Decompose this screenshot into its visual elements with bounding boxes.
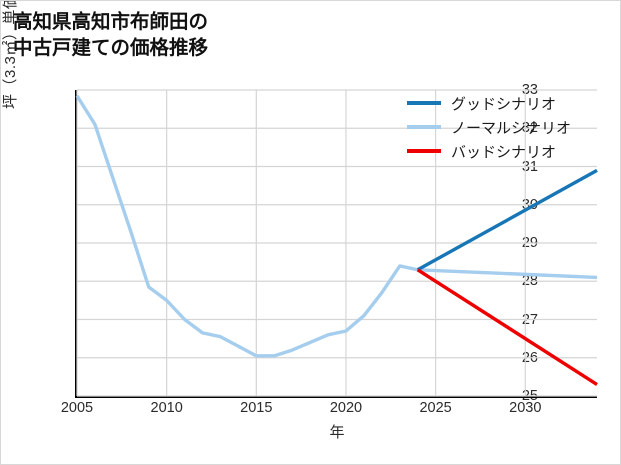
chart-legend: グッドシナリオ ノーマルシナリオ バッドシナリオ <box>407 91 613 163</box>
x-axis-label: 年 <box>329 424 345 441</box>
y-axis-spine <box>75 90 77 396</box>
legend-color-swatch <box>407 125 441 129</box>
legend-color-swatch <box>407 101 441 105</box>
chart-canvas <box>75 89 598 397</box>
x-axis-spine <box>75 396 597 398</box>
x-tick-label: 2020 <box>329 400 363 416</box>
legend-item[interactable]: バッドシナリオ <box>407 139 613 163</box>
legend-label: バッドシナリオ <box>451 143 557 161</box>
x-tick-label: 2025 <box>419 400 452 416</box>
legend-item[interactable]: グッドシナリオ <box>407 91 613 115</box>
x-tick-label: 2030 <box>509 400 542 416</box>
plot-area <box>75 89 598 398</box>
legend-label: グッドシナリオ <box>451 95 557 113</box>
y-axis-label: 坪（3.3㎡）単価（万円） <box>2 0 19 109</box>
series-line-good <box>416 168 598 272</box>
chart-title: 高知県高知市布師田の 中古戸建ての価格推移 <box>13 11 209 60</box>
legend-item[interactable]: ノーマルシナリオ <box>407 115 613 139</box>
x-tick-label: 2005 <box>60 400 94 416</box>
series-line-bad <box>416 268 598 386</box>
x-tick-label: 2010 <box>150 400 183 416</box>
x-tick-label: 2015 <box>240 400 273 416</box>
legend-color-swatch <box>407 149 441 153</box>
legend-label: ノーマルシナリオ <box>451 119 572 137</box>
series-line-normal <box>75 94 598 358</box>
